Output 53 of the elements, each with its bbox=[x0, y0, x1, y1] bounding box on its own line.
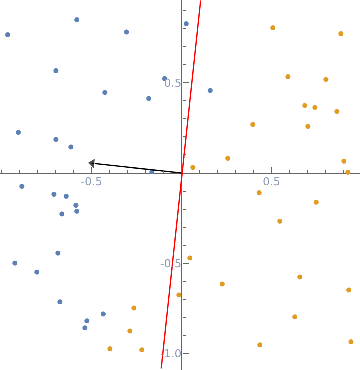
point bbox=[20, 184, 25, 190]
point bbox=[208, 88, 213, 94]
point bbox=[12, 260, 18, 266]
point bbox=[58, 300, 63, 305]
point bbox=[68, 144, 74, 150]
point bbox=[140, 348, 145, 353]
point bbox=[302, 103, 308, 108]
point bbox=[108, 346, 113, 352]
point bbox=[346, 288, 352, 293]
point bbox=[146, 96, 152, 102]
point bbox=[292, 314, 298, 320]
point bbox=[124, 30, 130, 35]
point bbox=[338, 31, 344, 36]
point bbox=[128, 328, 133, 334]
y-tick-label: 0.5 bbox=[164, 76, 182, 90]
point bbox=[60, 212, 65, 217]
point bbox=[74, 18, 80, 23]
point bbox=[16, 130, 22, 136]
point bbox=[34, 270, 40, 275]
point bbox=[314, 200, 319, 206]
point bbox=[52, 192, 57, 198]
point bbox=[346, 170, 351, 176]
point bbox=[324, 77, 329, 82]
point bbox=[84, 318, 90, 324]
point bbox=[190, 165, 196, 170]
point bbox=[74, 209, 80, 214]
point bbox=[82, 326, 88, 331]
point bbox=[226, 156, 231, 162]
point bbox=[101, 312, 106, 317]
point bbox=[102, 90, 108, 96]
point bbox=[258, 342, 263, 348]
point bbox=[188, 256, 193, 261]
point bbox=[5, 32, 10, 38]
point bbox=[312, 105, 318, 110]
point bbox=[176, 292, 182, 298]
point bbox=[184, 22, 189, 26]
point bbox=[334, 109, 340, 114]
point bbox=[220, 282, 225, 287]
point bbox=[250, 122, 256, 128]
point bbox=[348, 340, 354, 345]
point bbox=[64, 194, 69, 200]
point bbox=[54, 68, 59, 74]
point bbox=[270, 25, 276, 30]
point bbox=[306, 124, 311, 130]
point bbox=[256, 190, 262, 196]
point bbox=[132, 306, 137, 311]
point bbox=[74, 203, 79, 208]
point bbox=[54, 137, 59, 142]
point bbox=[298, 274, 303, 280]
point bbox=[56, 250, 61, 256]
point bbox=[342, 159, 347, 164]
point bbox=[286, 74, 291, 80]
point bbox=[278, 218, 283, 224]
